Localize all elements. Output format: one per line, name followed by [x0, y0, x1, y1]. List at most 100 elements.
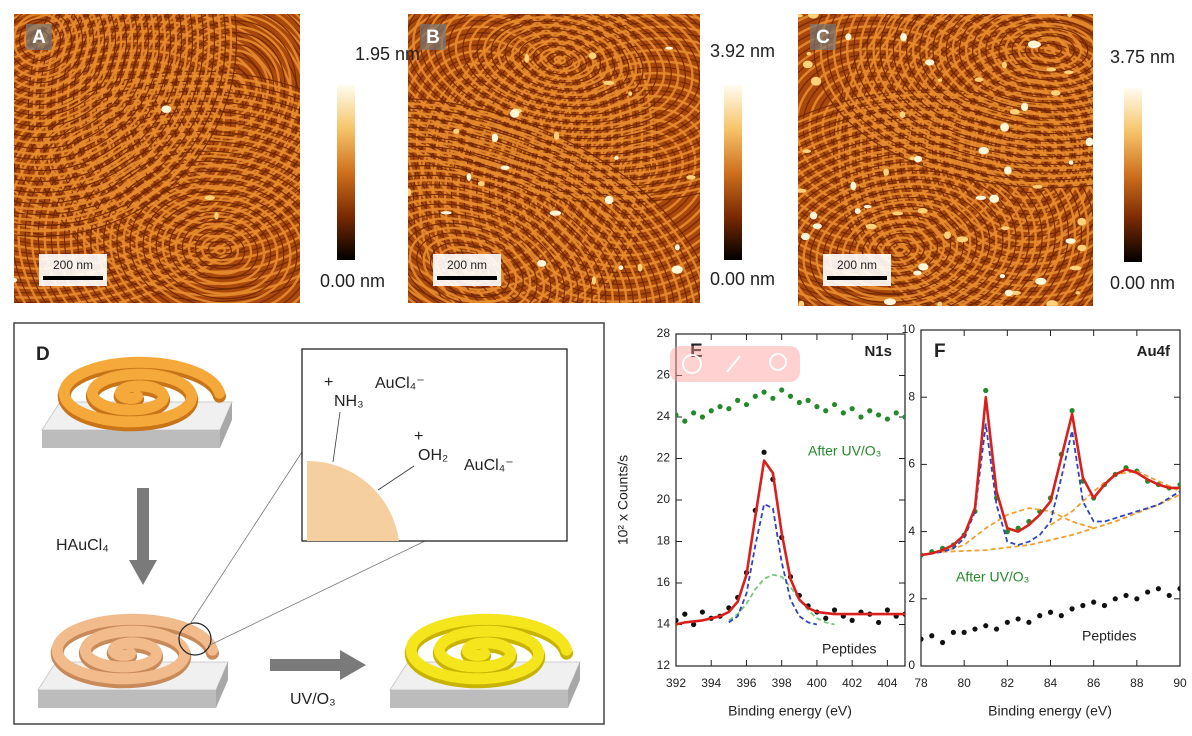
data-point — [831, 607, 838, 613]
fiber — [148, 195, 292, 303]
data-point — [1166, 592, 1172, 599]
fiber — [497, 23, 623, 97]
data-point — [884, 607, 890, 613]
schematic — [37, 356, 581, 708]
fiber — [978, 14, 1093, 93]
scale-bar-label: 200 nm — [837, 258, 877, 272]
plot-area — [921, 387, 1180, 646]
particle-surface — [307, 460, 399, 541]
fiber — [840, 14, 1093, 173]
colorbar-max: 3.75 nm — [1110, 47, 1175, 67]
x-tick-label: 80 — [957, 676, 971, 690]
fiber — [881, 14, 1093, 299]
particle — [850, 181, 857, 191]
particle — [892, 211, 904, 216]
x-axis-label: Binding energy (eV) — [988, 703, 1112, 719]
fiber — [408, 14, 700, 148]
particle — [1004, 289, 1014, 297]
fiber — [879, 14, 1093, 150]
fiber — [408, 222, 538, 303]
y-tick-label: 6 — [908, 457, 915, 471]
fiber — [1004, 22, 1093, 78]
fiber — [408, 130, 669, 303]
particle — [917, 208, 928, 214]
fiber — [408, 14, 608, 297]
fiber — [798, 31, 998, 229]
data-point — [726, 406, 732, 412]
particle — [553, 131, 560, 141]
fiber — [903, 23, 1093, 277]
fiber — [14, 14, 233, 233]
data-point — [814, 404, 820, 410]
data-point — [823, 615, 829, 621]
fiber — [408, 14, 700, 176]
fiber — [1043, 46, 1056, 55]
fiber — [872, 14, 1093, 155]
fiber — [416, 232, 524, 303]
x-tick-label: 392 — [666, 676, 686, 690]
data-point — [921, 636, 924, 642]
scale-bar-box — [39, 254, 107, 286]
chart-title: N1s — [864, 343, 892, 360]
counter-ion: AuCl₄⁻ — [464, 457, 514, 474]
fiber — [14, 14, 68, 68]
data-point — [1047, 609, 1054, 615]
data-point — [849, 406, 855, 412]
fiber — [408, 165, 621, 303]
reagent: HAuCl₄ — [56, 537, 109, 554]
data-point — [961, 629, 967, 636]
toolbar-overlay — [670, 346, 800, 382]
data-point — [770, 395, 776, 401]
fiber — [408, 14, 700, 172]
fiber — [798, 111, 1093, 306]
fiber — [14, 80, 300, 303]
panel-label: F — [934, 341, 946, 362]
panel-label: B — [426, 27, 440, 48]
fiber — [408, 207, 559, 303]
data-point — [735, 397, 741, 403]
fiber — [14, 14, 167, 167]
data-point — [867, 408, 873, 414]
fiber — [798, 178, 1004, 306]
fiber — [109, 165, 300, 303]
data-point — [983, 623, 989, 629]
panel-label: C — [816, 27, 830, 48]
fiber — [802, 182, 998, 306]
data-point — [1155, 586, 1162, 592]
fiber — [408, 116, 690, 303]
fiber — [14, 14, 156, 156]
fiber — [991, 15, 1093, 85]
particle — [909, 156, 915, 161]
fiber — [208, 240, 232, 260]
fiber — [408, 126, 676, 303]
fiber — [412, 14, 700, 303]
fiber — [429, 241, 511, 299]
y-tick-label: 22 — [657, 451, 671, 465]
particle — [637, 263, 643, 272]
scale-bar-label: 200 nm — [447, 258, 487, 272]
fiber — [14, 84, 300, 303]
fiber — [412, 14, 700, 144]
particle — [999, 274, 1006, 279]
particle — [603, 80, 615, 86]
fiber — [408, 184, 593, 303]
particle — [810, 76, 822, 86]
fiber — [95, 14, 300, 232]
particle — [863, 204, 872, 209]
fiber — [14, 14, 227, 227]
data-point — [1015, 616, 1021, 622]
charge: + — [324, 374, 333, 391]
colorbar — [724, 85, 742, 260]
fiber — [155, 200, 285, 300]
fiber — [14, 14, 101, 101]
fiber — [174, 215, 266, 285]
data-point — [699, 414, 706, 420]
fiber — [408, 226, 532, 303]
fiber — [964, 14, 1093, 101]
data-point — [1069, 606, 1075, 612]
fiber — [50, 14, 300, 279]
data-point — [1091, 599, 1097, 605]
particle — [1029, 41, 1042, 48]
fiber — [570, 14, 644, 303]
fiber — [30, 104, 300, 303]
